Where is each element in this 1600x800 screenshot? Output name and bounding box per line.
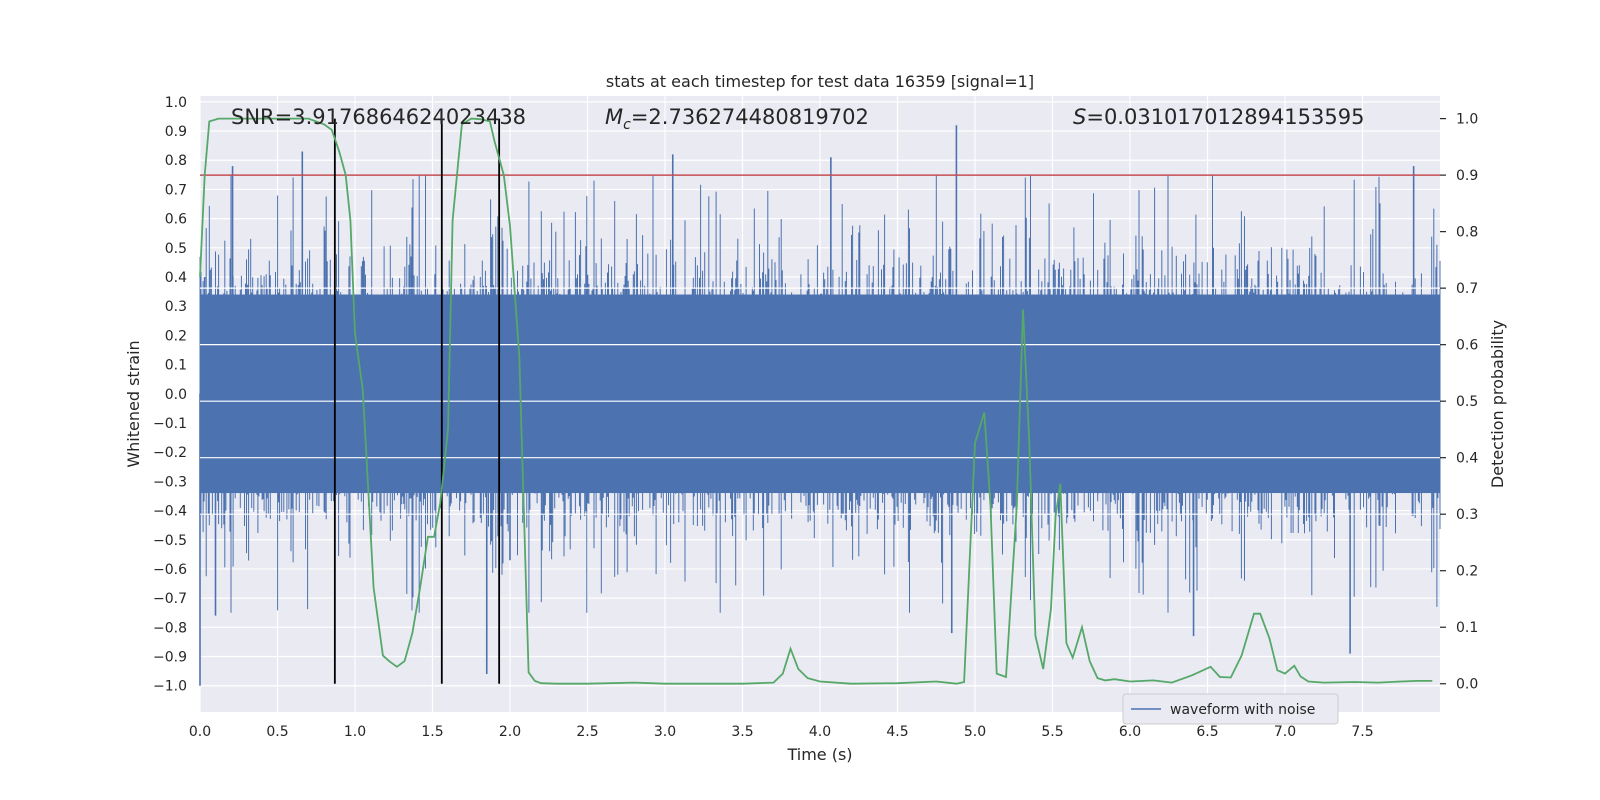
y-right-tick-label: 0.4 bbox=[1456, 451, 1478, 467]
x-tick-labels: 0.0 0.5 1.0 1.5 2.0 2.5 3.0 3.5 4.0 4.5 5.0 5.5 6.0 6… bbox=[189, 724, 1374, 740]
right-axis-gridlines bbox=[200, 287, 1440, 515]
y-right-tick-label: 0.5 bbox=[1456, 394, 1478, 410]
x-tick-label: 0.0 bbox=[189, 724, 211, 740]
vertical-markers bbox=[333, 118, 501, 684]
y-right-tick-label: 0.6 bbox=[1456, 338, 1478, 354]
y-left-tick-label: −0.3 bbox=[153, 474, 187, 490]
y-left-tick-label: 0.6 bbox=[165, 212, 187, 228]
chirp-mass-annotation: Mc=2.736274480819702 bbox=[605, 105, 869, 133]
waveform-series bbox=[199, 125, 1441, 686]
chirp-mass-symbol: M bbox=[605, 105, 623, 129]
y-left-tick-label: 0.7 bbox=[165, 182, 187, 198]
x-tick-label: 1.0 bbox=[344, 724, 366, 740]
x-tick-label: 4.0 bbox=[809, 724, 831, 740]
y-left-tick-label: −0.1 bbox=[153, 416, 187, 432]
legend: waveform with noise bbox=[1122, 693, 1339, 725]
y-left-tick-label: −0.8 bbox=[153, 620, 187, 636]
probability-series bbox=[199, 117, 1433, 685]
y-left-tick-label: 0.4 bbox=[165, 270, 187, 286]
y-axis-label-right: Detection probability bbox=[1488, 320, 1507, 488]
y-right-tick-label: 0.7 bbox=[1456, 281, 1478, 297]
x-tick-label: 0.5 bbox=[266, 724, 288, 740]
s-symbol: S bbox=[1073, 105, 1086, 129]
y-left-tick-label: 0.1 bbox=[165, 358, 187, 374]
x-tick-label: 6.0 bbox=[1119, 724, 1141, 740]
y-right-tick-label: 0.0 bbox=[1456, 677, 1478, 693]
x-axis-label: Time (s) bbox=[786, 745, 852, 764]
x-tick-label: 1.5 bbox=[421, 724, 443, 740]
detection-probability-line bbox=[199, 117, 1433, 685]
y-right-tick-label: 0.1 bbox=[1456, 620, 1478, 636]
y-left-tick-label: 0.3 bbox=[165, 299, 187, 315]
y-left-tick-label: −0.9 bbox=[153, 650, 187, 666]
y-left-tick-label: 0.0 bbox=[165, 387, 187, 403]
y-left-tick-label: 0.9 bbox=[165, 124, 187, 140]
y-left-tick-label: −0.5 bbox=[153, 533, 187, 549]
y-left-tick-label: −0.7 bbox=[153, 591, 187, 607]
legend-box bbox=[1122, 693, 1339, 725]
y-right-tick-label: 0.3 bbox=[1456, 507, 1478, 523]
x-tick-label: 7.5 bbox=[1351, 724, 1373, 740]
x-tick-label: 2.5 bbox=[576, 724, 598, 740]
y-axis-label-left: Whitened strain bbox=[124, 340, 143, 467]
y-right-tick-label: 0.2 bbox=[1456, 564, 1478, 580]
chirp-mass-subscript: c bbox=[623, 117, 631, 133]
y-left-tick-label: 0.8 bbox=[165, 153, 187, 169]
y-left-tick-label: −1.0 bbox=[153, 679, 187, 695]
y-right-tick-label: 1.0 bbox=[1456, 112, 1478, 128]
chart-title: stats at each timestep for test data 163… bbox=[606, 72, 1034, 91]
y-left-tick-label: 0.2 bbox=[165, 328, 187, 344]
x-tick-label: 3.5 bbox=[731, 724, 753, 740]
x-tick-label: 6.5 bbox=[1196, 724, 1218, 740]
s-value: =0.031017012894153595 bbox=[1086, 105, 1364, 129]
x-tick-label: 5.5 bbox=[1041, 724, 1063, 740]
snr-annotation: SNR=3.9176864624023438 bbox=[231, 105, 526, 129]
x-tick-label: 3.0 bbox=[654, 724, 676, 740]
x-tick-label: 7.0 bbox=[1274, 724, 1296, 740]
x-tick-label: 2.0 bbox=[499, 724, 521, 740]
y-left-tick-label: −0.6 bbox=[153, 562, 187, 578]
y-right-tick-label: 0.8 bbox=[1456, 225, 1478, 241]
x-tick-label: 5.0 bbox=[964, 724, 986, 740]
y-left-tick-label: −0.4 bbox=[153, 504, 187, 520]
y-left-tick-label: −0.2 bbox=[153, 445, 187, 461]
chirp-mass-value: =2.736274480819702 bbox=[631, 105, 869, 129]
y-left-tick-label: 0.5 bbox=[165, 241, 187, 257]
y-right-tick-labels: 1.0 0.9 0.8 0.7 0.6 0.5 0.4 0.3 0.2 0.1 0.0 bbox=[1440, 112, 1478, 693]
y-right-tick-label: 0.9 bbox=[1456, 168, 1478, 184]
x-tick-label: 4.5 bbox=[886, 724, 908, 740]
y-left-tick-labels: 1.0 0.9 0.8 0.7 0.6 0.5 0.4 0.3 0.2 0.1 0.0 −0.1 −0.… bbox=[153, 95, 187, 695]
s-statistic-annotation: S=0.031017012894153595 bbox=[1073, 105, 1364, 129]
y-left-tick-label: 1.0 bbox=[165, 95, 187, 111]
legend-label: waveform with noise bbox=[1170, 702, 1315, 718]
